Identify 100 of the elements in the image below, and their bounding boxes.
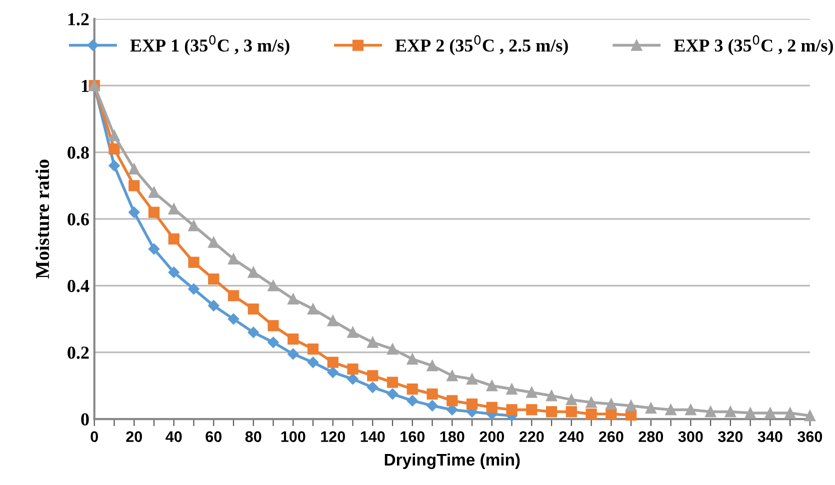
point	[426, 360, 438, 372]
x-tick-label: 60	[206, 431, 222, 442]
point	[466, 398, 478, 410]
x-tick-label: 320	[718, 431, 743, 442]
point	[188, 283, 200, 295]
point	[486, 380, 498, 392]
point	[386, 388, 398, 400]
legend-label: EXP 1 (35$^{0}$C , 3 m/s)	[130, 35, 290, 56]
point	[406, 395, 418, 406]
point	[248, 326, 259, 338]
point	[486, 402, 498, 413]
y-tick-label: 0.6	[68, 213, 89, 226]
point	[665, 404, 676, 416]
point	[526, 386, 538, 398]
x-tick-label: 140	[360, 431, 385, 442]
point	[784, 407, 796, 419]
point	[307, 303, 319, 315]
x-tick-label: 80	[245, 431, 262, 442]
y-tick-label: 0.2	[68, 346, 89, 359]
point	[108, 143, 120, 155]
point	[804, 410, 816, 422]
point	[128, 163, 140, 175]
point	[347, 326, 358, 338]
y-tick-label: 0.8	[68, 146, 89, 159]
point	[288, 293, 299, 305]
point	[406, 353, 418, 365]
point	[307, 343, 319, 355]
point	[327, 366, 338, 378]
point	[108, 160, 120, 172]
point	[327, 315, 338, 326]
point	[367, 382, 378, 393]
x-tick-label: 20	[126, 431, 142, 442]
point	[506, 383, 518, 395]
point	[327, 356, 338, 368]
point	[367, 336, 378, 348]
point	[606, 398, 617, 410]
x-tick-label: 40	[166, 431, 182, 442]
point	[168, 203, 180, 215]
point	[128, 180, 140, 192]
point	[566, 394, 577, 406]
point	[288, 333, 299, 345]
point	[307, 356, 319, 368]
point	[764, 407, 776, 419]
point	[268, 320, 279, 332]
point	[168, 266, 180, 278]
point	[466, 373, 478, 385]
point	[546, 390, 558, 402]
point	[625, 400, 637, 412]
x-tick-label: 260	[598, 431, 624, 442]
point	[546, 406, 558, 418]
x-tick-label: 220	[519, 431, 544, 442]
point	[606, 408, 617, 420]
point	[268, 336, 279, 348]
legend-label: EXP 3 (35$^{0}$C , 2 m/s)	[674, 35, 833, 56]
point	[586, 408, 597, 420]
x-tick-label: 120	[321, 431, 346, 442]
x-tick-label: 100	[281, 431, 306, 442]
y-tick-label: 1	[82, 80, 89, 92]
point	[586, 396, 597, 408]
point	[228, 313, 240, 325]
point	[148, 243, 160, 255]
point	[446, 395, 458, 406]
point	[386, 343, 398, 355]
point	[446, 370, 458, 382]
point	[645, 402, 656, 414]
x-tick-label: 300	[678, 431, 703, 442]
point	[685, 404, 696, 416]
y-tick-label: 0.4	[68, 280, 90, 292]
point	[406, 383, 418, 395]
y-tick-label: 0	[81, 413, 89, 426]
point	[705, 406, 716, 418]
point	[248, 303, 259, 315]
x-tick-label: 340	[758, 431, 782, 442]
point	[347, 363, 358, 375]
point	[426, 388, 438, 400]
point	[148, 206, 160, 218]
point	[744, 407, 756, 419]
x-axis-title: DryingTime (min)	[384, 453, 520, 470]
point	[526, 404, 538, 416]
point	[188, 256, 200, 268]
x-tick-label: 180	[440, 431, 464, 442]
x-tick-label: 160	[400, 431, 425, 442]
x-tick-label: 200	[480, 431, 504, 442]
point	[128, 206, 140, 218]
point	[506, 404, 518, 416]
point	[288, 348, 299, 360]
point	[228, 290, 240, 302]
point	[208, 236, 220, 248]
point	[248, 266, 259, 278]
legend-label: EXP 2 (35$^{0}$C , 2.5 m/s)	[395, 35, 568, 56]
point	[426, 400, 438, 412]
point	[188, 220, 200, 232]
y-tick-label: 1.2	[68, 13, 89, 26]
point	[228, 253, 240, 265]
point	[108, 130, 120, 142]
x-tick-label: 240	[559, 431, 584, 442]
point	[148, 186, 160, 198]
point	[724, 406, 736, 418]
x-tick-label: 0	[90, 431, 98, 442]
point	[566, 406, 577, 418]
